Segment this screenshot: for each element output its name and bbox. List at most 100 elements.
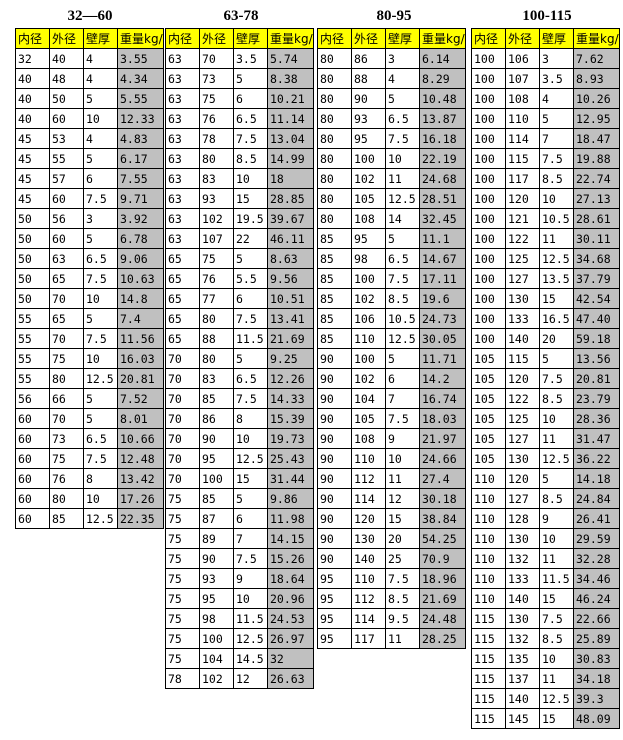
header-row: 内径 外径 壁厚 重量kg/ [15, 28, 164, 49]
weight-cell: 30.83 [573, 648, 620, 669]
table-row: 50 65 7.5 10.63 [15, 268, 164, 289]
table-row: 105 115 5 13.56 [471, 348, 620, 369]
outer-diameter-cell: 110 [351, 568, 386, 589]
outer-diameter-cell: 98 [351, 248, 386, 269]
outer-diameter-cell: 121 [505, 208, 540, 229]
weight-cell: 48.09 [573, 708, 620, 729]
outer-diameter-cell: 130 [505, 448, 540, 469]
table-row: 80 86 3 6.14 [317, 48, 466, 69]
wall-thickness-cell: 7.5 [385, 568, 420, 589]
inner-diameter-cell: 45 [15, 128, 50, 149]
inner-diameter-cell: 110 [471, 468, 506, 489]
inner-diameter-cell: 95 [317, 628, 352, 649]
weight-cell: 8.38 [267, 68, 314, 89]
wall-thickness-cell: 3 [83, 208, 118, 229]
wall-thickness-cell: 8.5 [233, 148, 268, 169]
table-row: 100 121 10.5 28.61 [471, 208, 620, 229]
inner-diameter-cell: 78 [165, 668, 200, 689]
header-inner-diameter: 内径 [471, 28, 506, 49]
weight-cell: 21.69 [267, 328, 314, 349]
table-row: 95 117 11 28.25 [317, 628, 466, 649]
inner-diameter-cell: 115 [471, 628, 506, 649]
weight-cell: 37.79 [573, 268, 620, 289]
outer-diameter-cell: 80 [49, 368, 84, 389]
wall-thickness-cell: 3 [385, 48, 420, 69]
inner-diameter-cell: 90 [317, 508, 352, 529]
wall-thickness-cell: 10 [233, 588, 268, 609]
wall-thickness-cell: 7.5 [385, 128, 420, 149]
table-row: 90 110 10 24.66 [317, 448, 466, 469]
weight-cell: 11.98 [267, 508, 314, 529]
table-row: 70 80 5 9.25 [165, 348, 314, 369]
table-row: 100 122 11 30.11 [471, 228, 620, 249]
outer-diameter-cell: 132 [505, 628, 540, 649]
header-outer-diameter: 外径 [49, 28, 84, 49]
weight-cell: 15.26 [267, 548, 314, 569]
table-row: 80 95 7.5 16.18 [317, 128, 466, 149]
table-row: 105 125 10 28.36 [471, 408, 620, 429]
table-row: 100 117 8.5 22.74 [471, 168, 620, 189]
outer-diameter-cell: 85 [199, 488, 234, 509]
weight-cell: 10.51 [267, 288, 314, 309]
inner-diameter-cell: 105 [471, 408, 506, 429]
weight-cell: 19.6 [419, 288, 466, 309]
outer-diameter-cell: 100 [351, 268, 386, 289]
weight-cell: 14.8 [117, 288, 164, 309]
table-row: 63 107 22 46.11 [165, 228, 314, 249]
inner-diameter-cell: 63 [165, 188, 200, 209]
table-row: 65 75 5 8.63 [165, 248, 314, 269]
outer-diameter-cell: 95 [351, 228, 386, 249]
inner-diameter-cell: 80 [317, 188, 352, 209]
outer-diameter-cell: 140 [505, 688, 540, 709]
inner-diameter-cell: 70 [165, 408, 200, 429]
wall-thickness-cell: 6 [233, 88, 268, 109]
weight-cell: 8.63 [267, 248, 314, 269]
inner-diameter-cell: 60 [15, 428, 50, 449]
table-row: 100 120 10 27.13 [471, 188, 620, 209]
wall-thickness-cell: 7 [233, 528, 268, 549]
outer-diameter-cell: 93 [199, 568, 234, 589]
weight-cell: 15.39 [267, 408, 314, 429]
table-row: 90 102 6 14.2 [317, 368, 466, 389]
outer-diameter-cell: 78 [199, 128, 234, 149]
outer-diameter-cell: 120 [505, 368, 540, 389]
outer-diameter-cell: 107 [505, 68, 540, 89]
table-row: 65 77 6 10.51 [165, 288, 314, 309]
inner-diameter-cell: 70 [165, 348, 200, 369]
table-row: 75 85 5 9.86 [165, 488, 314, 509]
wall-thickness-cell: 8.5 [385, 288, 420, 309]
table-row: 63 78 7.5 13.04 [165, 128, 314, 149]
inner-diameter-cell: 60 [15, 488, 50, 509]
table-row: 75 95 10 20.96 [165, 588, 314, 609]
weight-cell: 14.18 [573, 468, 620, 489]
weight-cell: 18 [267, 168, 314, 189]
wall-thickness-cell: 13.5 [539, 268, 574, 289]
outer-diameter-cell: 70 [49, 288, 84, 309]
wall-thickness-cell: 10.5 [385, 308, 420, 329]
weight-cell: 8.93 [573, 68, 620, 89]
wall-thickness-cell: 11 [385, 628, 420, 649]
inner-diameter-cell: 55 [15, 368, 50, 389]
outer-diameter-cell: 112 [351, 588, 386, 609]
table-row: 63 80 8.5 14.99 [165, 148, 314, 169]
outer-diameter-cell: 75 [49, 448, 84, 469]
outer-diameter-cell: 107 [199, 228, 234, 249]
inner-diameter-cell: 90 [317, 468, 352, 489]
table-row: 110 140 15 46.24 [471, 588, 620, 609]
group-title: 32—60 [67, 8, 113, 24]
inner-diameter-cell: 60 [15, 508, 50, 529]
header-weight: 重量kg/ [573, 28, 620, 49]
weight-cell: 11.71 [419, 348, 466, 369]
wall-thickness-cell: 10 [539, 408, 574, 429]
table-row: 100 133 16.5 47.40 [471, 308, 620, 329]
weight-cell: 38.84 [419, 508, 466, 529]
inner-diameter-cell: 45 [15, 168, 50, 189]
inner-diameter-cell: 65 [165, 328, 200, 349]
wall-thickness-cell: 6.5 [385, 248, 420, 269]
outer-diameter-cell: 85 [199, 388, 234, 409]
wall-thickness-cell: 7.5 [539, 148, 574, 169]
inner-diameter-cell: 60 [15, 448, 50, 469]
weight-cell: 9.56 [267, 268, 314, 289]
table-row: 55 70 7.5 11.56 [15, 328, 164, 349]
weight-cell: 59.18 [573, 328, 620, 349]
